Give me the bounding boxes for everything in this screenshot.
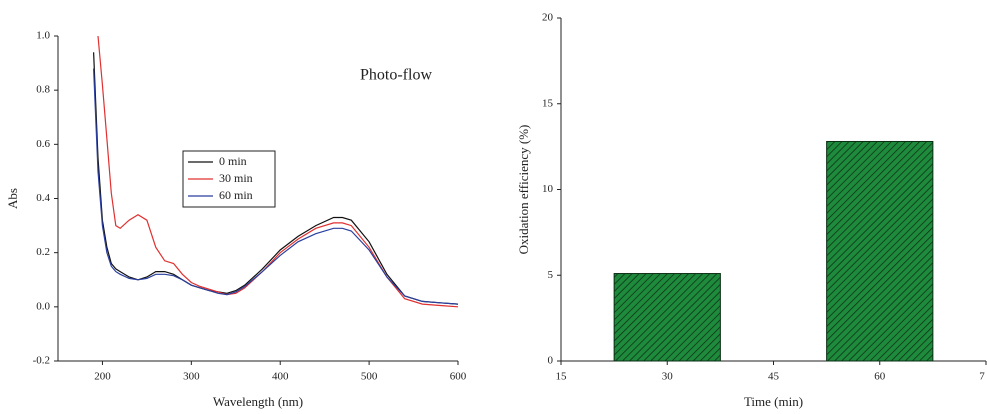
y-axis-title: Abs xyxy=(5,188,20,209)
bar xyxy=(613,273,721,362)
line xyxy=(97,35,459,308)
y-tick-label: 0.8 xyxy=(36,84,50,96)
legend-label: 0 min xyxy=(219,154,247,168)
y-tick-label: 20 xyxy=(542,12,554,24)
y-tick-label: 1.0 xyxy=(36,30,50,42)
x-tick-label: 500 xyxy=(361,371,378,383)
x-tick-label: 200 xyxy=(94,371,111,383)
x-tick-label: 7 xyxy=(979,371,985,383)
x-tick-label: 60 xyxy=(874,371,886,383)
y-tick-label: 0.0 xyxy=(36,300,50,312)
y-tick-label: -0.2 xyxy=(33,355,50,367)
y-tick-label: 0.2 xyxy=(36,246,50,258)
line xyxy=(93,52,459,305)
x-tick-label: 600 xyxy=(450,371,467,383)
x-axis-title: Time (min) xyxy=(744,394,803,409)
x-tick-label: 15 xyxy=(556,371,568,383)
line xyxy=(93,68,459,305)
x-axis-title: Wavelength (nm) xyxy=(213,394,303,409)
bar xyxy=(826,140,934,362)
y-tick-label: 15 xyxy=(542,97,554,109)
x-tick-label: 30 xyxy=(662,371,674,383)
y-tick-label: 0.4 xyxy=(36,192,50,204)
y-axis-title: Oxidation efficiency (%) xyxy=(516,125,531,255)
x-tick-label: 300 xyxy=(183,371,200,383)
y-tick-label: 5 xyxy=(548,269,554,281)
x-tick-label: 45 xyxy=(768,371,780,383)
annotation: Photo-flow xyxy=(360,67,432,84)
x-tick-label: 400 xyxy=(272,371,289,383)
legend-label: 30 min xyxy=(219,171,253,185)
y-tick-label: 0 xyxy=(548,355,554,367)
legend-label: 60 min xyxy=(219,188,253,202)
y-tick-label: 10 xyxy=(542,183,554,195)
y-tick-label: 0.6 xyxy=(36,138,50,150)
